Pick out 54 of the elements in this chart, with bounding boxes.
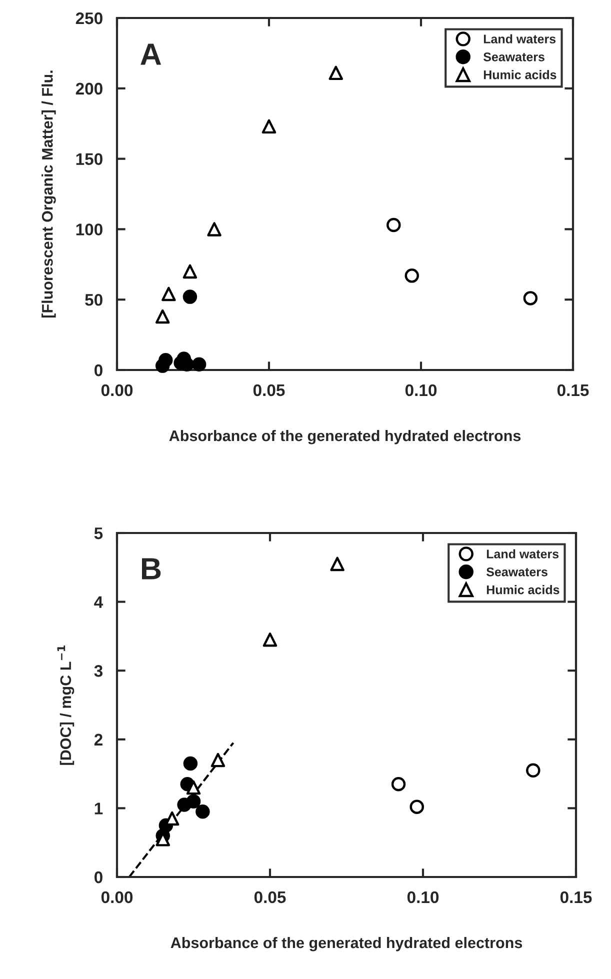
x-axis-title: Absorbance of the generated hydrated electrons [170, 936, 522, 952]
legend-label: Humic acids [484, 70, 556, 80]
x-tick-label: 0.00 [101, 891, 133, 904]
point [262, 119, 276, 134]
point [186, 794, 201, 808]
x-axis-title: Absorbance of the generated hydrated electrons [169, 430, 521, 444]
point [183, 756, 198, 771]
y-tick-label: 5 [94, 528, 103, 540]
y-axis-title: [Fluorescent Organic Matter] / Flu. [42, 70, 56, 318]
y-tick-label: 2 [94, 734, 102, 746]
x-tick-label: 0.15 [560, 891, 592, 904]
point [158, 353, 173, 368]
y-tick-label: 0 [94, 364, 102, 376]
annotation: B [142, 558, 161, 580]
x-tick-label: 0.05 [254, 891, 286, 904]
point [526, 763, 540, 778]
point [182, 290, 198, 304]
point [155, 309, 170, 324]
point [162, 286, 176, 302]
legend-label: Seawaters [486, 567, 548, 576]
x-tick-label: 0.10 [407, 891, 439, 904]
y-tick-label: 200 [76, 82, 102, 95]
x-tick-label: 0.10 [405, 384, 437, 396]
point [207, 222, 222, 236]
y-tick-label: 100 [76, 224, 102, 236]
point [410, 800, 424, 814]
x-tick-label: 0.05 [253, 384, 285, 396]
point [391, 776, 406, 792]
y-tick-label: 150 [76, 153, 102, 166]
legend-label: Land waters [484, 34, 556, 44]
point [186, 780, 201, 795]
point [328, 66, 344, 80]
point [210, 752, 226, 768]
point [523, 291, 538, 306]
point [196, 804, 210, 819]
y-tick-label: 3 [94, 665, 103, 677]
y-tick-label: 1 [94, 802, 103, 814]
x-tick-label: 0.15 [557, 384, 589, 396]
point [262, 632, 278, 647]
point [386, 218, 401, 232]
legend-label: Land waters [486, 549, 559, 558]
x-tick-label: 0.00 [101, 384, 133, 396]
y-tick-label: 250 [76, 12, 102, 24]
annotation: A [140, 44, 162, 65]
legend-label: Humic acids [486, 585, 560, 594]
y-axis-title: [DOC] / mgC L$^{−1}$ [57, 646, 74, 765]
y-tick-label: 4 [94, 596, 104, 608]
y-tick-label: 50 [85, 294, 102, 306]
point [192, 357, 206, 372]
point [404, 268, 420, 283]
y-tick-label: 0 [94, 871, 102, 884]
legend-label: Seawaters [483, 52, 544, 62]
point [330, 556, 344, 572]
point [182, 264, 198, 279]
